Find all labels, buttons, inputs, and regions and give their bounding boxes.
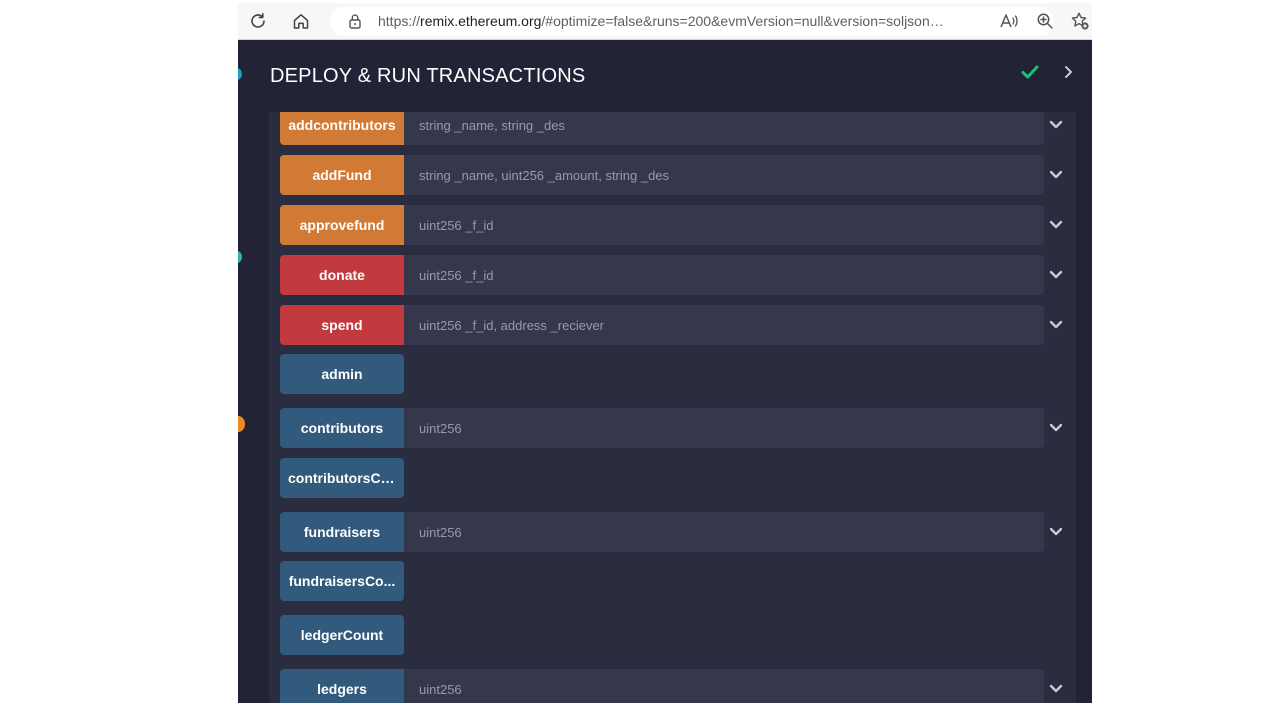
sidebar-plugin-indicator[interactable] [238,251,242,263]
chevron-down-icon[interactable] [1048,217,1064,233]
ledgers-args-input[interactable] [404,669,1044,703]
chevron-down-icon[interactable] [1048,524,1064,540]
ledgercount-button[interactable]: ledgerCount [280,615,404,655]
function-row: fundraisers [280,512,1076,552]
contributors-args-input[interactable] [404,408,1044,448]
chevron-down-icon[interactable] [1048,117,1064,133]
function-row: spend [280,305,1076,345]
refresh-icon[interactable] [246,10,270,32]
chevron-right-icon[interactable] [1063,65,1075,84]
spend-button[interactable]: spend [280,305,404,345]
function-row: ledgers [280,669,1076,703]
spend-args-input[interactable] [404,305,1044,345]
function-row: fundraisersCo... [280,561,1076,601]
function-row: ledgerCount [280,615,1076,655]
chevron-down-icon[interactable] [1048,420,1064,436]
function-row: approvefund [280,205,1076,245]
function-row: admin [280,354,1076,394]
function-row: donate [280,255,1076,295]
function-row: contributors [280,408,1076,448]
panel-title: DEPLOY & RUN TRANSACTIONS [270,65,586,87]
notification-badge[interactable] [238,416,245,432]
zoom-icon[interactable] [1033,10,1057,32]
function-row: addFund [280,155,1076,195]
addcontributors-button[interactable]: addcontributors [280,112,404,145]
home-icon[interactable] [289,10,313,32]
function-row: addcontributors [280,112,1076,145]
function-row: contributorsCo... [280,458,1076,498]
admin-button[interactable]: admin [280,354,404,394]
chevron-down-icon[interactable] [1048,267,1064,283]
browser-toolbar: https://remix.ethereum.org/#optimize=fal… [238,3,1092,40]
approvefund-args-input[interactable] [404,205,1044,245]
favorite-add-icon[interactable] [1068,10,1092,32]
fundraisers-button[interactable]: fundraisers [280,512,404,552]
addfund-args-input[interactable] [404,155,1044,195]
approvefund-button[interactable]: approvefund [280,205,404,245]
contributors-count-button[interactable]: contributorsCo... [280,458,404,498]
read-aloud-icon[interactable] [997,10,1021,32]
chevron-down-icon[interactable] [1048,681,1064,697]
panel-header: DEPLOY & RUN TRANSACTIONS [238,40,1092,112]
fundraisers-args-input[interactable] [404,512,1044,552]
check-icon [1021,64,1039,85]
contributors-button[interactable]: contributors [280,408,404,448]
function-list: addcontributors addFund approvefund dona… [269,112,1076,703]
lock-icon[interactable] [343,10,367,32]
url-text[interactable]: https://remix.ethereum.org/#optimize=fal… [378,13,944,29]
addfund-button[interactable]: addFund [280,155,404,195]
chevron-down-icon[interactable] [1048,317,1064,333]
ledgers-button[interactable]: ledgers [280,669,404,703]
donate-args-input[interactable] [404,255,1044,295]
donate-button[interactable]: donate [280,255,404,295]
addcontributors-args-input[interactable] [404,112,1044,145]
address-bar[interactable]: https://remix.ethereum.org/#optimize=fal… [330,7,1054,36]
fundraisers-count-button[interactable]: fundraisersCo... [280,561,404,601]
screenshot-region: https://remix.ethereum.org/#optimize=fal… [238,3,1092,703]
sidebar-plugin-indicator[interactable] [238,68,242,80]
chevron-down-icon[interactable] [1048,167,1064,183]
